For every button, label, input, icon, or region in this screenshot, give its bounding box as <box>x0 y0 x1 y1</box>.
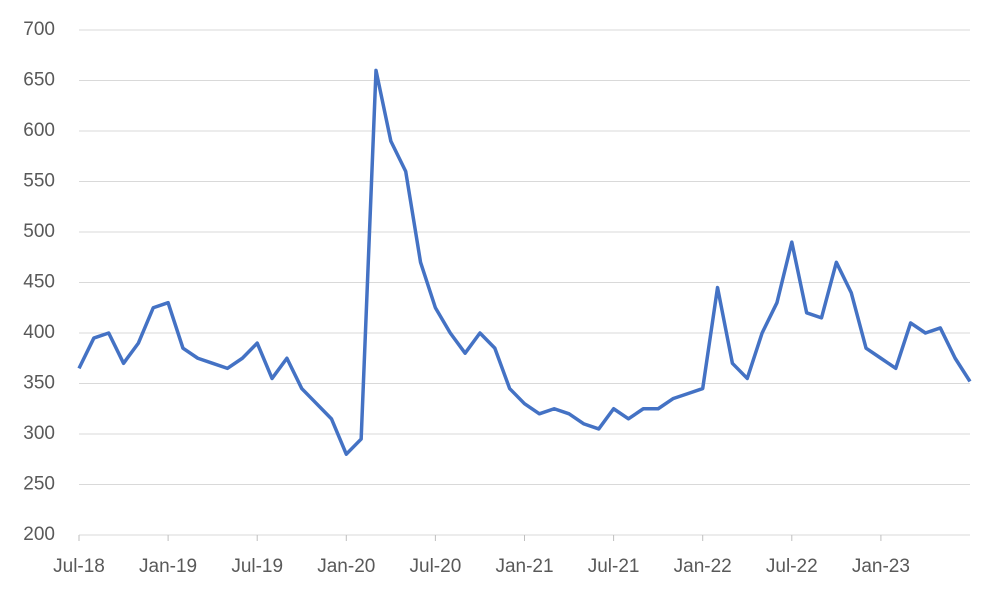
y-tick-label: 550 <box>23 171 55 192</box>
x-tick-label: Jul-21 <box>588 556 640 577</box>
x-tick-label: Jul-20 <box>410 556 462 577</box>
y-tick-label: 300 <box>23 423 55 444</box>
y-tick-label: 600 <box>23 120 55 141</box>
x-tick-label: Jan-20 <box>317 556 375 577</box>
x-tick-label: Jan-21 <box>495 556 553 577</box>
y-tick-label: 500 <box>23 221 55 242</box>
x-tick-label: Jul-22 <box>766 556 818 577</box>
x-tick-label: Jan-23 <box>852 556 910 577</box>
x-tick-label: Jul-18 <box>53 556 105 577</box>
x-tick-label: Jan-22 <box>674 556 732 577</box>
y-tick-label: 350 <box>23 373 55 394</box>
y-tick-label: 400 <box>23 322 55 343</box>
data-line <box>77 68 972 456</box>
y-tick-label: 250 <box>23 474 55 495</box>
y-tick-label: 650 <box>23 70 55 91</box>
x-tick-label: Jan-19 <box>139 556 197 577</box>
y-tick-label: 700 <box>23 19 55 40</box>
x-tick-label: Jul-19 <box>231 556 283 577</box>
y-tick-label: 450 <box>23 272 55 293</box>
y-tick-label: 200 <box>23 524 55 545</box>
